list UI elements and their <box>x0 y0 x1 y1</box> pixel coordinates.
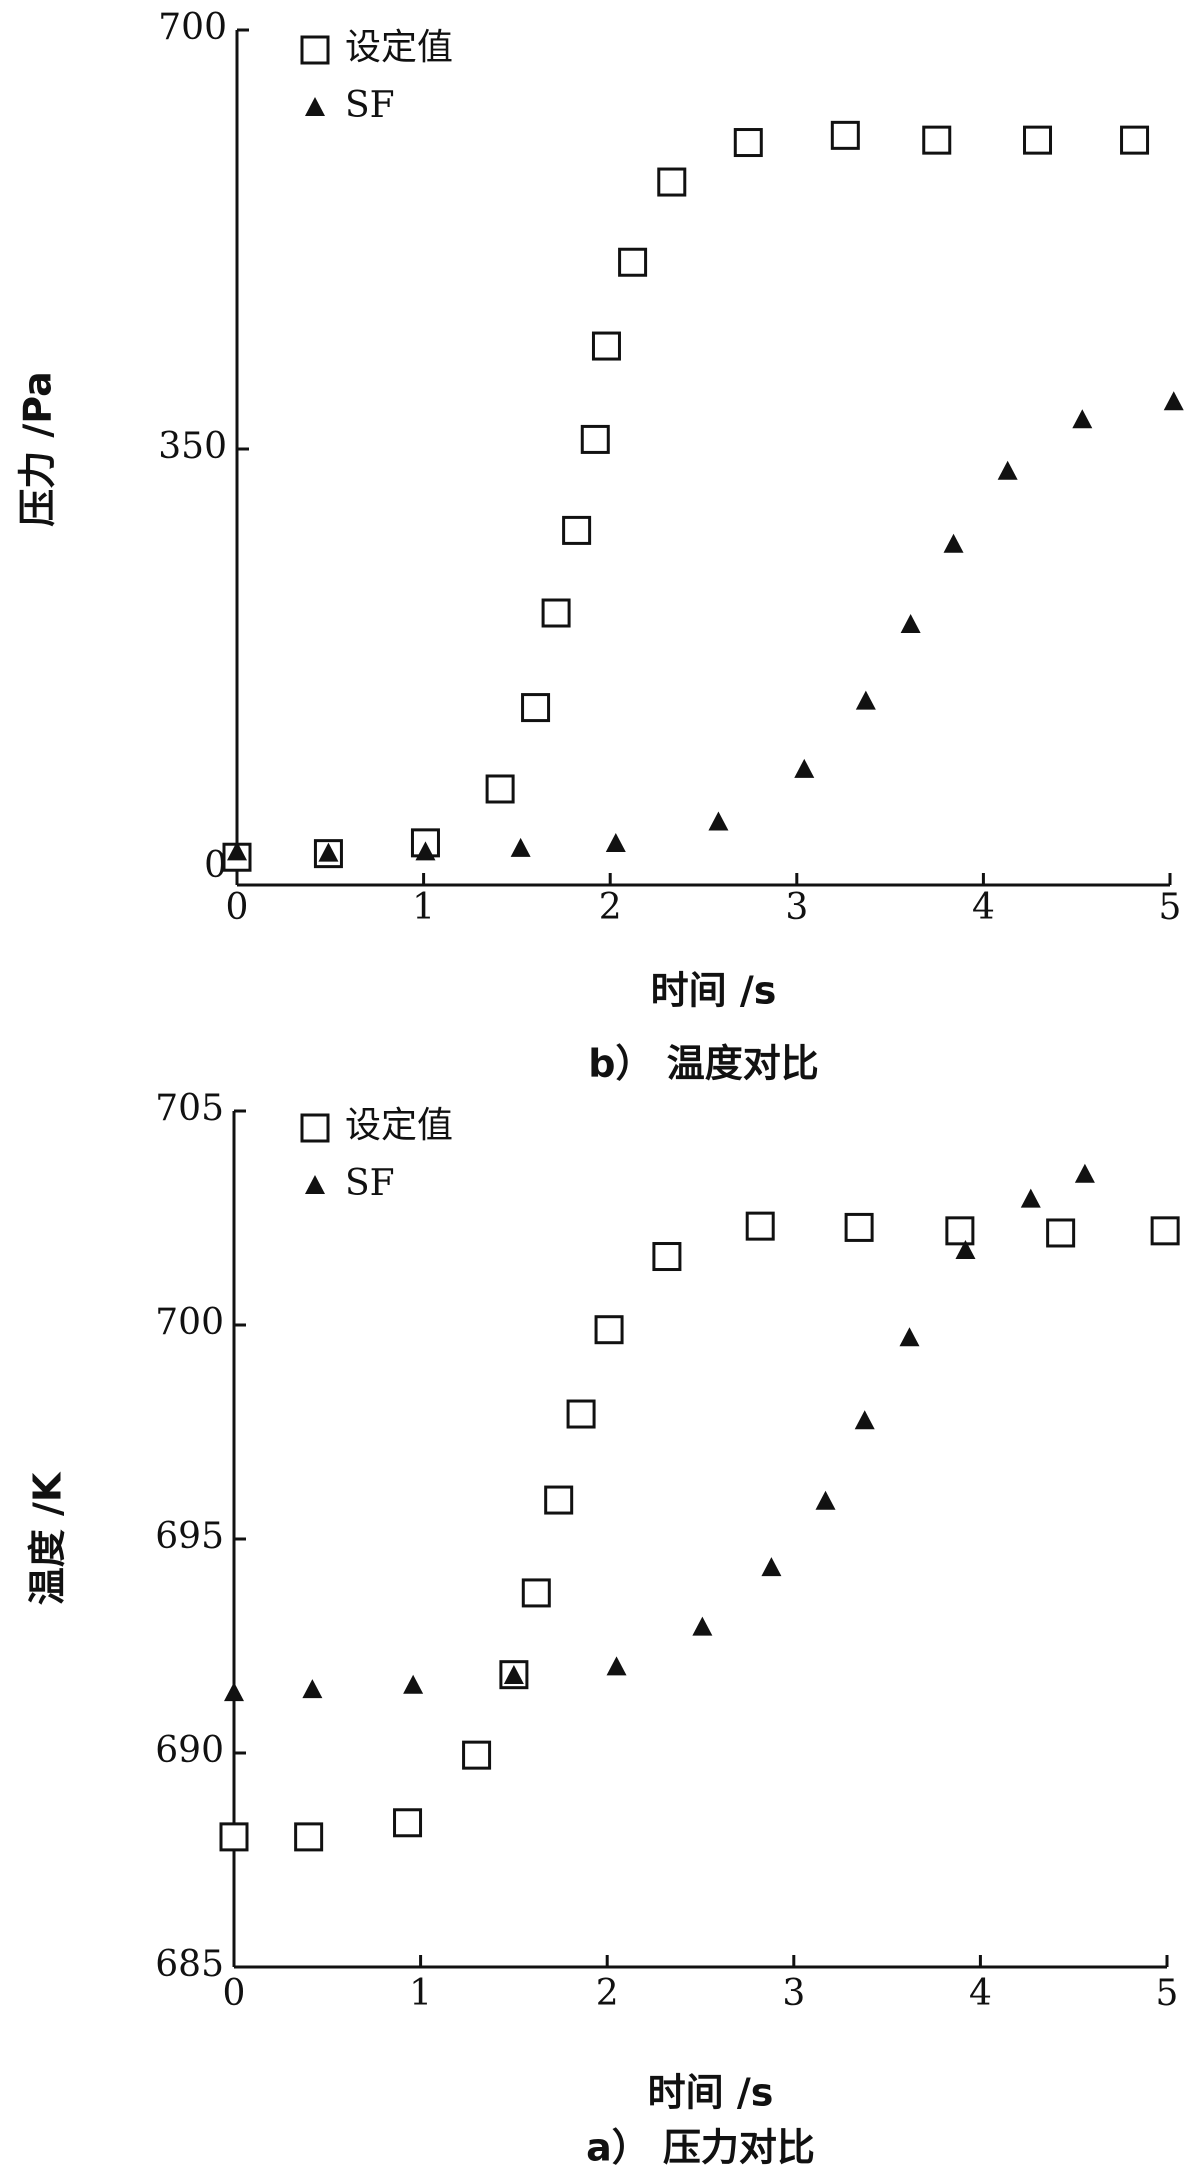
y-tick-label: 690 <box>155 1730 224 1771</box>
legend-label: 设定值 <box>345 27 453 68</box>
square-marker <box>393 1808 423 1838</box>
triangle-marker <box>606 1656 627 1676</box>
triangle-marker <box>305 1175 325 1194</box>
square-marker <box>594 1315 624 1345</box>
triangle-marker <box>692 1616 713 1636</box>
square-marker <box>1150 1216 1180 1246</box>
triangle-marker <box>1020 1188 1041 1208</box>
square-marker <box>733 128 763 158</box>
triangle-marker <box>415 841 436 861</box>
square-marker <box>1023 125 1053 155</box>
square-marker <box>657 167 687 197</box>
square-marker <box>830 120 860 150</box>
triangle-marker <box>302 1679 323 1699</box>
square-marker <box>562 515 592 545</box>
legend-label: SF <box>345 85 395 126</box>
triangle-marker <box>997 460 1018 480</box>
legend-label: 设定值 <box>345 1105 453 1146</box>
square-marker <box>219 1822 249 1852</box>
square-marker <box>945 1216 975 1246</box>
triangle-marker <box>305 97 325 116</box>
y-tick-label: 695 <box>155 1516 224 1557</box>
x-tick-label: 3 <box>782 1973 805 2014</box>
x-tick-label: 0 <box>223 1973 246 2014</box>
triangle-marker <box>605 833 626 853</box>
triangle-marker <box>854 1410 875 1430</box>
y-axis-label: 压力 /Pa <box>16 371 60 527</box>
triangle-marker <box>1072 409 1093 429</box>
x-tick-label: 4 <box>969 1973 992 2014</box>
square-marker <box>521 693 551 723</box>
y-tick-label: 700 <box>158 7 227 48</box>
x-tick-label: 1 <box>409 1973 432 2014</box>
square-marker <box>485 774 515 804</box>
triangle-marker <box>815 1490 836 1510</box>
y-tick-label: 350 <box>158 426 227 467</box>
triangle-marker <box>900 613 921 633</box>
triangle-marker <box>761 1557 782 1577</box>
triangle-marker <box>224 1682 244 1702</box>
square-marker <box>745 1211 775 1241</box>
x-tick-label: 1 <box>412 887 435 928</box>
square-marker <box>566 1399 596 1429</box>
square-marker <box>652 1242 682 1272</box>
triangle-marker <box>318 842 339 862</box>
triangle-marker <box>503 1664 524 1684</box>
square-marker <box>1120 125 1150 155</box>
square-marker <box>544 1485 574 1515</box>
square-marker <box>922 125 952 155</box>
caption: b） 温度对比 <box>588 1042 818 1086</box>
triangle-marker <box>708 811 729 831</box>
triangle-marker <box>227 841 247 861</box>
y-axis-label: 温度 /K <box>26 1471 70 1605</box>
triangle-marker <box>794 758 815 778</box>
square-marker <box>844 1212 874 1242</box>
square-marker <box>294 1822 324 1852</box>
triangle-marker <box>955 1239 976 1259</box>
triangle-marker <box>1163 391 1184 411</box>
triangle-marker <box>855 690 876 710</box>
triangle-marker <box>1074 1163 1095 1183</box>
x-tick-label: 2 <box>596 1973 619 2014</box>
square-marker <box>300 35 330 65</box>
x-tick-label: 5 <box>1159 887 1182 928</box>
y-tick-label: 0 <box>204 845 227 886</box>
x-tick-label: 0 <box>226 887 249 928</box>
x-axis-label: 时间 /s <box>651 969 777 1013</box>
square-marker <box>591 331 621 361</box>
square-marker <box>521 1578 551 1608</box>
square-marker <box>618 247 648 277</box>
square-marker <box>1046 1218 1076 1248</box>
square-marker <box>300 1113 330 1143</box>
square-marker <box>462 1740 492 1770</box>
caption: a） 压力对比 <box>586 2126 815 2170</box>
x-tick-label: 2 <box>599 887 622 928</box>
square-marker <box>541 598 571 628</box>
x-tick-label: 5 <box>1156 1973 1179 2014</box>
legend-label: SF <box>345 1163 395 1204</box>
triangle-marker <box>510 837 531 857</box>
y-tick-label: 685 <box>155 1944 224 1985</box>
triangle-marker <box>899 1327 920 1347</box>
y-tick-label: 700 <box>155 1302 224 1343</box>
x-axis-label: 时间 /s <box>648 2071 774 2115</box>
x-tick-label: 4 <box>972 887 995 928</box>
triangle-marker <box>403 1674 424 1694</box>
x-tick-label: 3 <box>785 887 808 928</box>
y-tick-label: 705 <box>155 1088 224 1129</box>
square-marker <box>580 424 610 454</box>
triangle-marker <box>943 533 964 553</box>
